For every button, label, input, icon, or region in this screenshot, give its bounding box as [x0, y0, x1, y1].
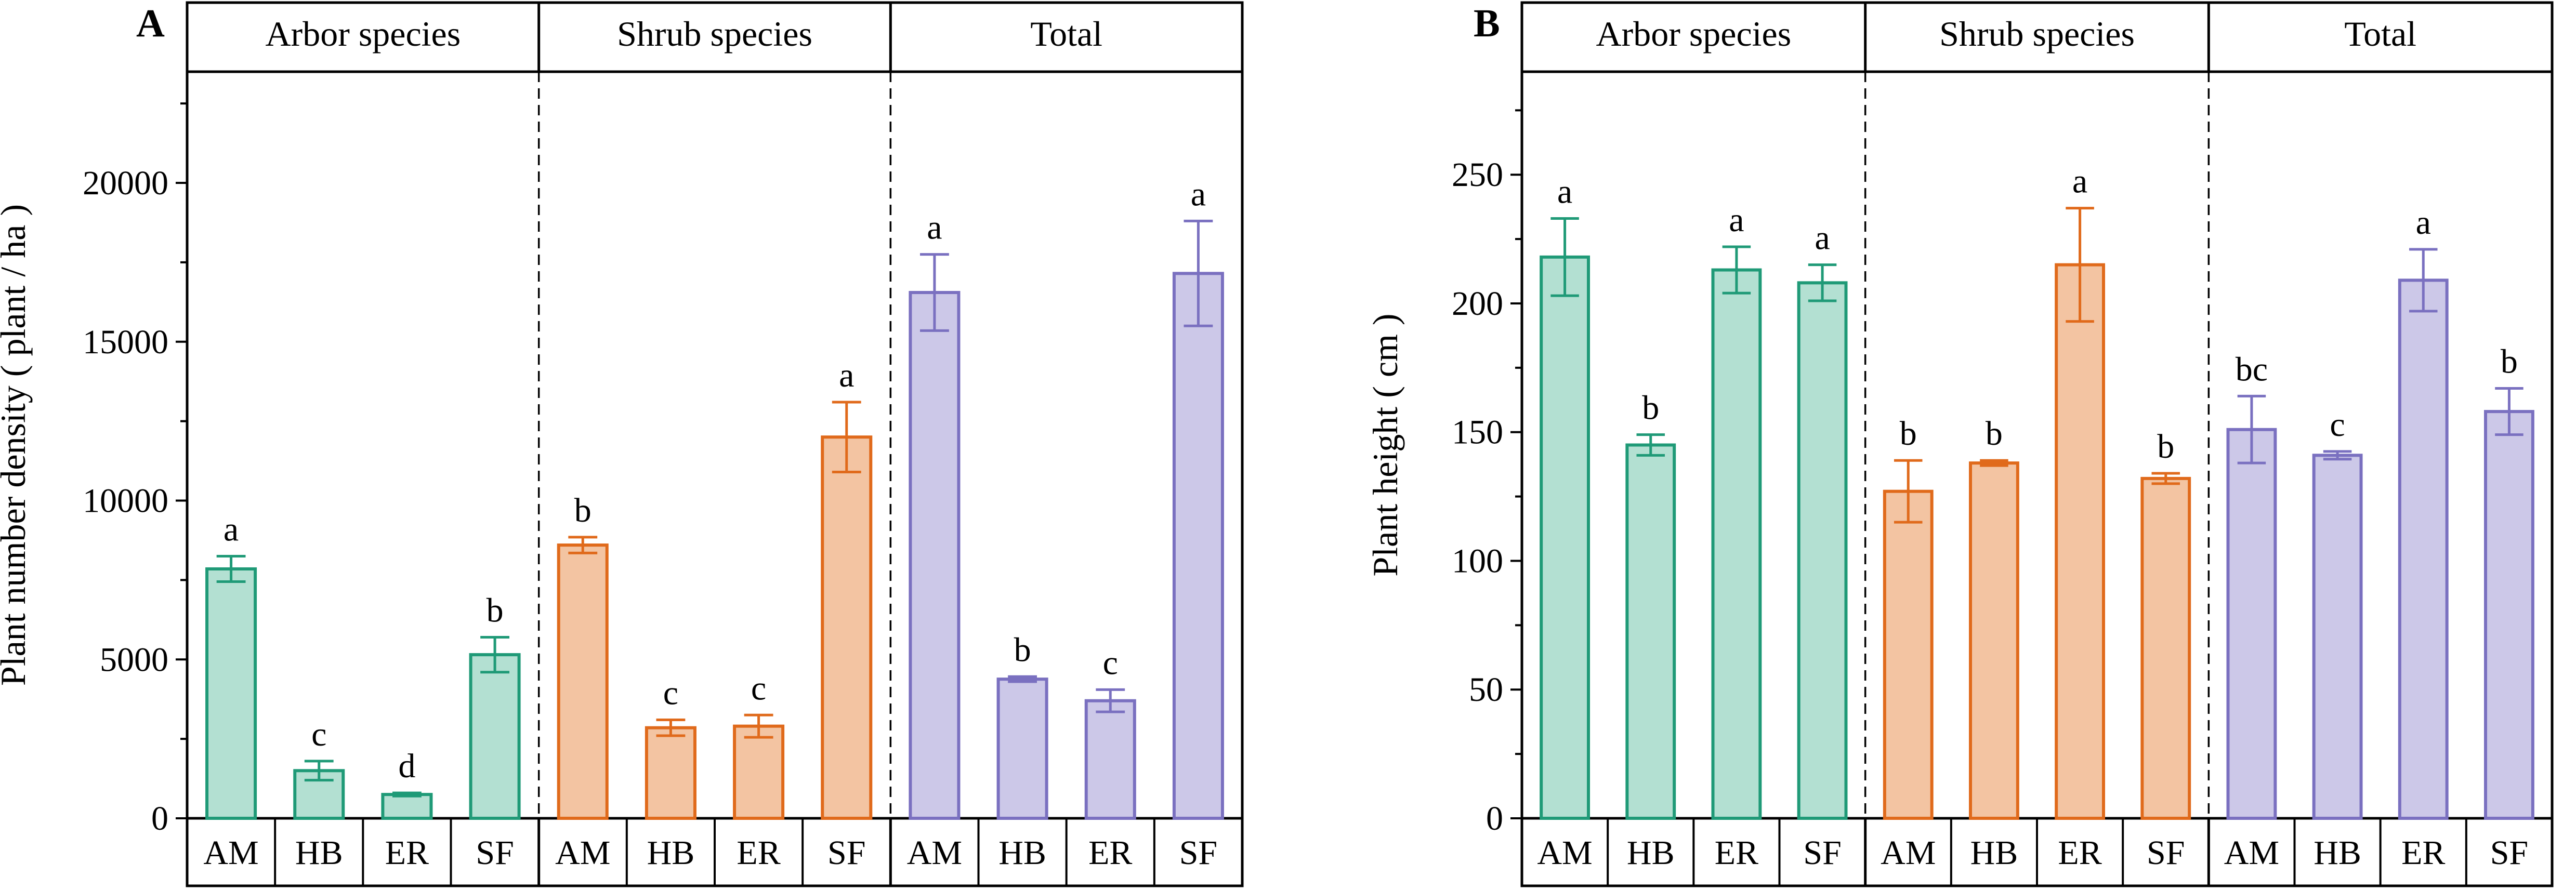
significance-letter: d	[398, 747, 415, 785]
bar	[1883, 489, 1934, 820]
y-tick-label: 0	[1486, 800, 1503, 838]
significance-letter: a	[2416, 204, 2431, 242]
y-tick-label: 250	[1452, 156, 1503, 194]
significance-letter: bc	[2236, 350, 2268, 388]
significance-letter: b	[574, 492, 592, 529]
x-tick-label: AM	[907, 834, 962, 872]
bar	[2226, 428, 2277, 820]
group-header: Shrub species	[617, 14, 812, 54]
x-tick-label: SF	[476, 834, 514, 872]
bar	[2140, 476, 2191, 820]
significance-letter: b	[487, 591, 504, 629]
x-tick-label: ER	[1715, 834, 1758, 872]
x-tick-label: SF	[2147, 834, 2185, 872]
group-header: Arbor species	[1596, 14, 1791, 54]
x-tick-label: ER	[1088, 834, 1132, 872]
x-tick-label: ER	[2058, 834, 2101, 872]
significance-letter: a	[2072, 163, 2087, 201]
x-tick-label: AM	[1537, 834, 1592, 872]
x-tick-label: HB	[998, 834, 1046, 872]
x-tick-label: HB	[295, 834, 343, 872]
x-tick-label: SF	[2490, 834, 2528, 872]
panel-letter: B	[1474, 2, 1500, 45]
bar	[821, 435, 873, 820]
bar	[2398, 278, 2449, 820]
bar	[1968, 461, 2019, 820]
panel-A: A Arbor species AM a HB c ER d SF b Shrub species A…	[0, 1, 1244, 887]
x-tick-label: AM	[555, 834, 610, 872]
x-tick-label: HB	[2314, 834, 2361, 872]
significance-letter: c	[2330, 406, 2345, 444]
significance-letter: a	[224, 511, 239, 549]
y-tick-label: 10000	[83, 482, 168, 520]
bar	[1625, 443, 1676, 820]
panel-letter: A	[136, 2, 165, 45]
bar	[645, 726, 696, 820]
x-tick-label: ER	[737, 834, 780, 872]
bar	[1172, 272, 1224, 820]
bar	[2483, 410, 2534, 820]
significance-letter: a	[1729, 201, 1744, 239]
significance-letter: c	[663, 674, 678, 712]
x-tick-label: AM	[203, 834, 258, 872]
x-tick-label: HB	[647, 834, 695, 872]
y-tick-label: 200	[1452, 285, 1503, 323]
significance-letter: a	[839, 356, 854, 394]
bar	[2312, 454, 2363, 820]
bar	[1084, 699, 1136, 820]
group-header: Shrub species	[1939, 14, 2135, 54]
group-header: Total	[1030, 14, 1102, 54]
y-tick-label: 5000	[100, 641, 168, 679]
significance-letter: a	[1815, 219, 1830, 257]
significance-letter: a	[1557, 172, 1572, 210]
bar	[996, 678, 1048, 820]
bar	[1711, 268, 1762, 820]
significance-letter: b	[1900, 415, 1917, 453]
y-tick-label: 150	[1452, 414, 1503, 451]
significance-letter: c	[1103, 644, 1118, 682]
bar	[2055, 263, 2106, 820]
group-header: Total	[2344, 14, 2416, 54]
significance-letter: b	[2157, 428, 2174, 466]
y-tick-label: 20000	[83, 164, 168, 202]
x-tick-label: HB	[1627, 834, 1675, 872]
x-tick-label: ER	[2401, 834, 2445, 872]
significance-letter: c	[311, 715, 326, 753]
significance-letter: b	[1986, 415, 2003, 453]
significance-letter: b	[1642, 389, 1659, 427]
bar	[469, 653, 521, 820]
bar	[557, 543, 609, 820]
x-tick-label: SF	[827, 834, 865, 872]
bar	[381, 793, 433, 820]
bar	[909, 290, 961, 820]
panel-B: B Arbor species AM a HB b ER a SF a Shrub species A…	[1365, 1, 2554, 887]
significance-letter: a	[1191, 175, 1206, 213]
x-tick-label: SF	[1803, 834, 1841, 872]
significance-letter: a	[927, 209, 942, 247]
significance-letter: b	[1014, 631, 1031, 669]
bar	[205, 567, 257, 820]
bar	[1797, 281, 1848, 820]
y-tick-label: 50	[1469, 671, 1503, 709]
x-tick-label: AM	[2224, 834, 2279, 872]
significance-letter: b	[2501, 342, 2518, 380]
y-tick-label: 0	[151, 800, 168, 838]
bar	[733, 724, 785, 820]
group-header: Arbor species	[265, 14, 461, 54]
x-tick-label: HB	[1970, 834, 2018, 872]
x-tick-label: SF	[1179, 834, 1217, 872]
y-tick-label: 100	[1452, 542, 1503, 580]
x-tick-label: ER	[385, 834, 429, 872]
x-tick-label: AM	[1881, 834, 1936, 872]
y-axis-label: Plant height ( cm )	[1365, 313, 1405, 576]
y-axis-label: Plant number density ( plant / ha )	[0, 204, 33, 686]
significance-letter: c	[751, 669, 766, 707]
bar	[1540, 255, 1591, 820]
y-tick-label: 15000	[83, 323, 168, 361]
